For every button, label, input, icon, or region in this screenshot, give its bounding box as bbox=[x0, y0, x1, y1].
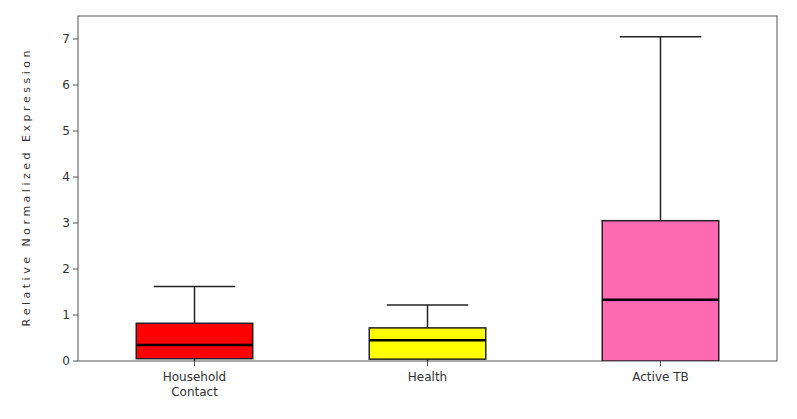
y-tick-label: 0 bbox=[62, 354, 70, 368]
whisker-cap-high bbox=[620, 36, 702, 38]
box-group bbox=[602, 37, 719, 361]
y-tick bbox=[73, 85, 78, 86]
y-tick bbox=[73, 39, 78, 40]
y-axis-label: R e l a t i v e N o r m a l i z e d E x … bbox=[20, 51, 33, 327]
y-axis: 0 1 2 3 4 5 6 7 bbox=[62, 32, 78, 368]
box-group bbox=[136, 286, 253, 361]
median bbox=[369, 339, 486, 342]
whisker-high bbox=[427, 305, 429, 328]
whisker-high bbox=[194, 286, 196, 323]
y-tick-label: 4 bbox=[62, 170, 70, 184]
chart-container: 0 1 2 3 4 5 6 7 R e l a t i v e N o r m a l i z … bbox=[0, 0, 797, 419]
x-axis: HouseholdContact Health Active TB bbox=[163, 361, 689, 399]
whisker-cap-high bbox=[387, 304, 469, 306]
y-tick-label: 3 bbox=[62, 216, 70, 230]
box bbox=[369, 328, 486, 359]
box bbox=[136, 323, 253, 358]
median bbox=[602, 299, 719, 302]
y-tick-label: 1 bbox=[62, 308, 70, 322]
y-tick bbox=[73, 315, 78, 316]
y-tick-label: 5 bbox=[62, 124, 70, 138]
plot-area bbox=[136, 37, 719, 361]
plot-frame bbox=[78, 16, 777, 361]
whisker-cap-high bbox=[154, 286, 236, 288]
y-tick bbox=[73, 269, 78, 270]
x-tick bbox=[194, 361, 195, 366]
y-tick bbox=[73, 223, 78, 224]
y-tick-label: 6 bbox=[62, 78, 70, 92]
box bbox=[602, 221, 719, 361]
x-tick-label: HouseholdContact bbox=[163, 370, 227, 399]
x-tick bbox=[660, 361, 661, 366]
x-tick bbox=[427, 361, 428, 366]
x-tick-label: Active TB bbox=[632, 370, 689, 384]
y-tick bbox=[73, 131, 78, 132]
median bbox=[136, 344, 253, 347]
whisker-high bbox=[660, 37, 662, 221]
y-tick bbox=[73, 177, 78, 178]
y-tick-label: 7 bbox=[62, 32, 70, 46]
y-tick-label: 2 bbox=[62, 262, 70, 276]
chart: 0 1 2 3 4 5 6 7 R e l a t i v e N o r m a l i z … bbox=[0, 0, 797, 419]
x-tick-label: Health bbox=[408, 370, 447, 384]
box-group bbox=[369, 305, 486, 361]
y-tick bbox=[73, 361, 78, 362]
